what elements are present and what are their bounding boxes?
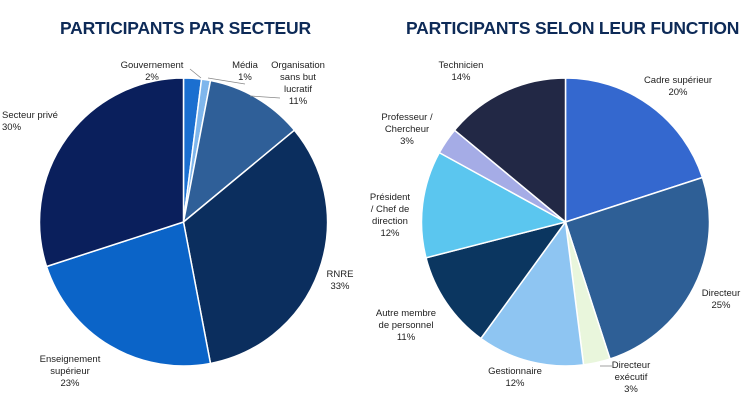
- slice-label-technicien: Technicien 14%: [439, 60, 484, 83]
- slice-label-enseignement-superieur: Enseignement supérieur 23%: [40, 354, 101, 389]
- slice-label-media: Média 1%: [232, 60, 259, 83]
- pie-slice-enseignement-superieur: [45, 221, 212, 367]
- chart-title-secteur: PARTICIPANTS PAR SECTEUR: [60, 18, 311, 38]
- pie-slice-organisation-sans-but-lucratif: [182, 79, 296, 224]
- slice-label-autre-membre-de-personnel: Autre membre de personnel 11%: [376, 308, 436, 343]
- pie-slice-autre-membre-de-personnel: [425, 220, 568, 340]
- pie-slice-directeur: [564, 176, 711, 360]
- pie-0: Gouvernement 2% Média 1% Organisation sans bu…: [2, 60, 353, 389]
- pie-slice-technicien: [453, 77, 567, 224]
- pie-slice-cadre-superieur: [564, 77, 704, 224]
- pie-slice-secteur-prive: [38, 77, 185, 268]
- slice-label-professeur-chercheur: Professeur / Chercheur 3%: [381, 112, 433, 147]
- slice-label-directeur-executif: Directeur exécutif 3%: [612, 360, 651, 395]
- leader-line-organisation-sans-but-lucratif: [249, 95, 281, 99]
- slice-label-secteur-prive: Secteur privé 30%: [2, 110, 58, 133]
- slice-label-directeur: Directeur 25%: [702, 288, 741, 311]
- slice-label-organisation-sans-but-lucratif: Organisation sans but lucratif 11%: [271, 60, 325, 107]
- pie-slice-president-chef-de-direction: [420, 151, 568, 259]
- chart-title-fonction: PARTICIPANTS SELON LEUR FUNCTION: [406, 18, 740, 38]
- pie-slice-gestionnaire: [479, 220, 585, 367]
- slice-label-cadre-superieur: Cadre supérieur 20%: [644, 75, 712, 98]
- pie-1: Cadre supérieur 20% Directeur 25% Directeur e…: [370, 60, 740, 395]
- leader-line-gouvernement: [189, 68, 202, 79]
- slice-label-gouvernement: Gouvernement 2%: [121, 60, 184, 83]
- slice-label-president-chef-de-direction: Président / Chef de direction 12%: [370, 192, 410, 239]
- pie-slice-rnre: [182, 129, 329, 365]
- slice-label-rnre: RNRE 33%: [327, 269, 354, 292]
- slice-label-gestionnaire: Gestionnaire 12%: [488, 366, 542, 389]
- leader-line-media: [207, 77, 246, 85]
